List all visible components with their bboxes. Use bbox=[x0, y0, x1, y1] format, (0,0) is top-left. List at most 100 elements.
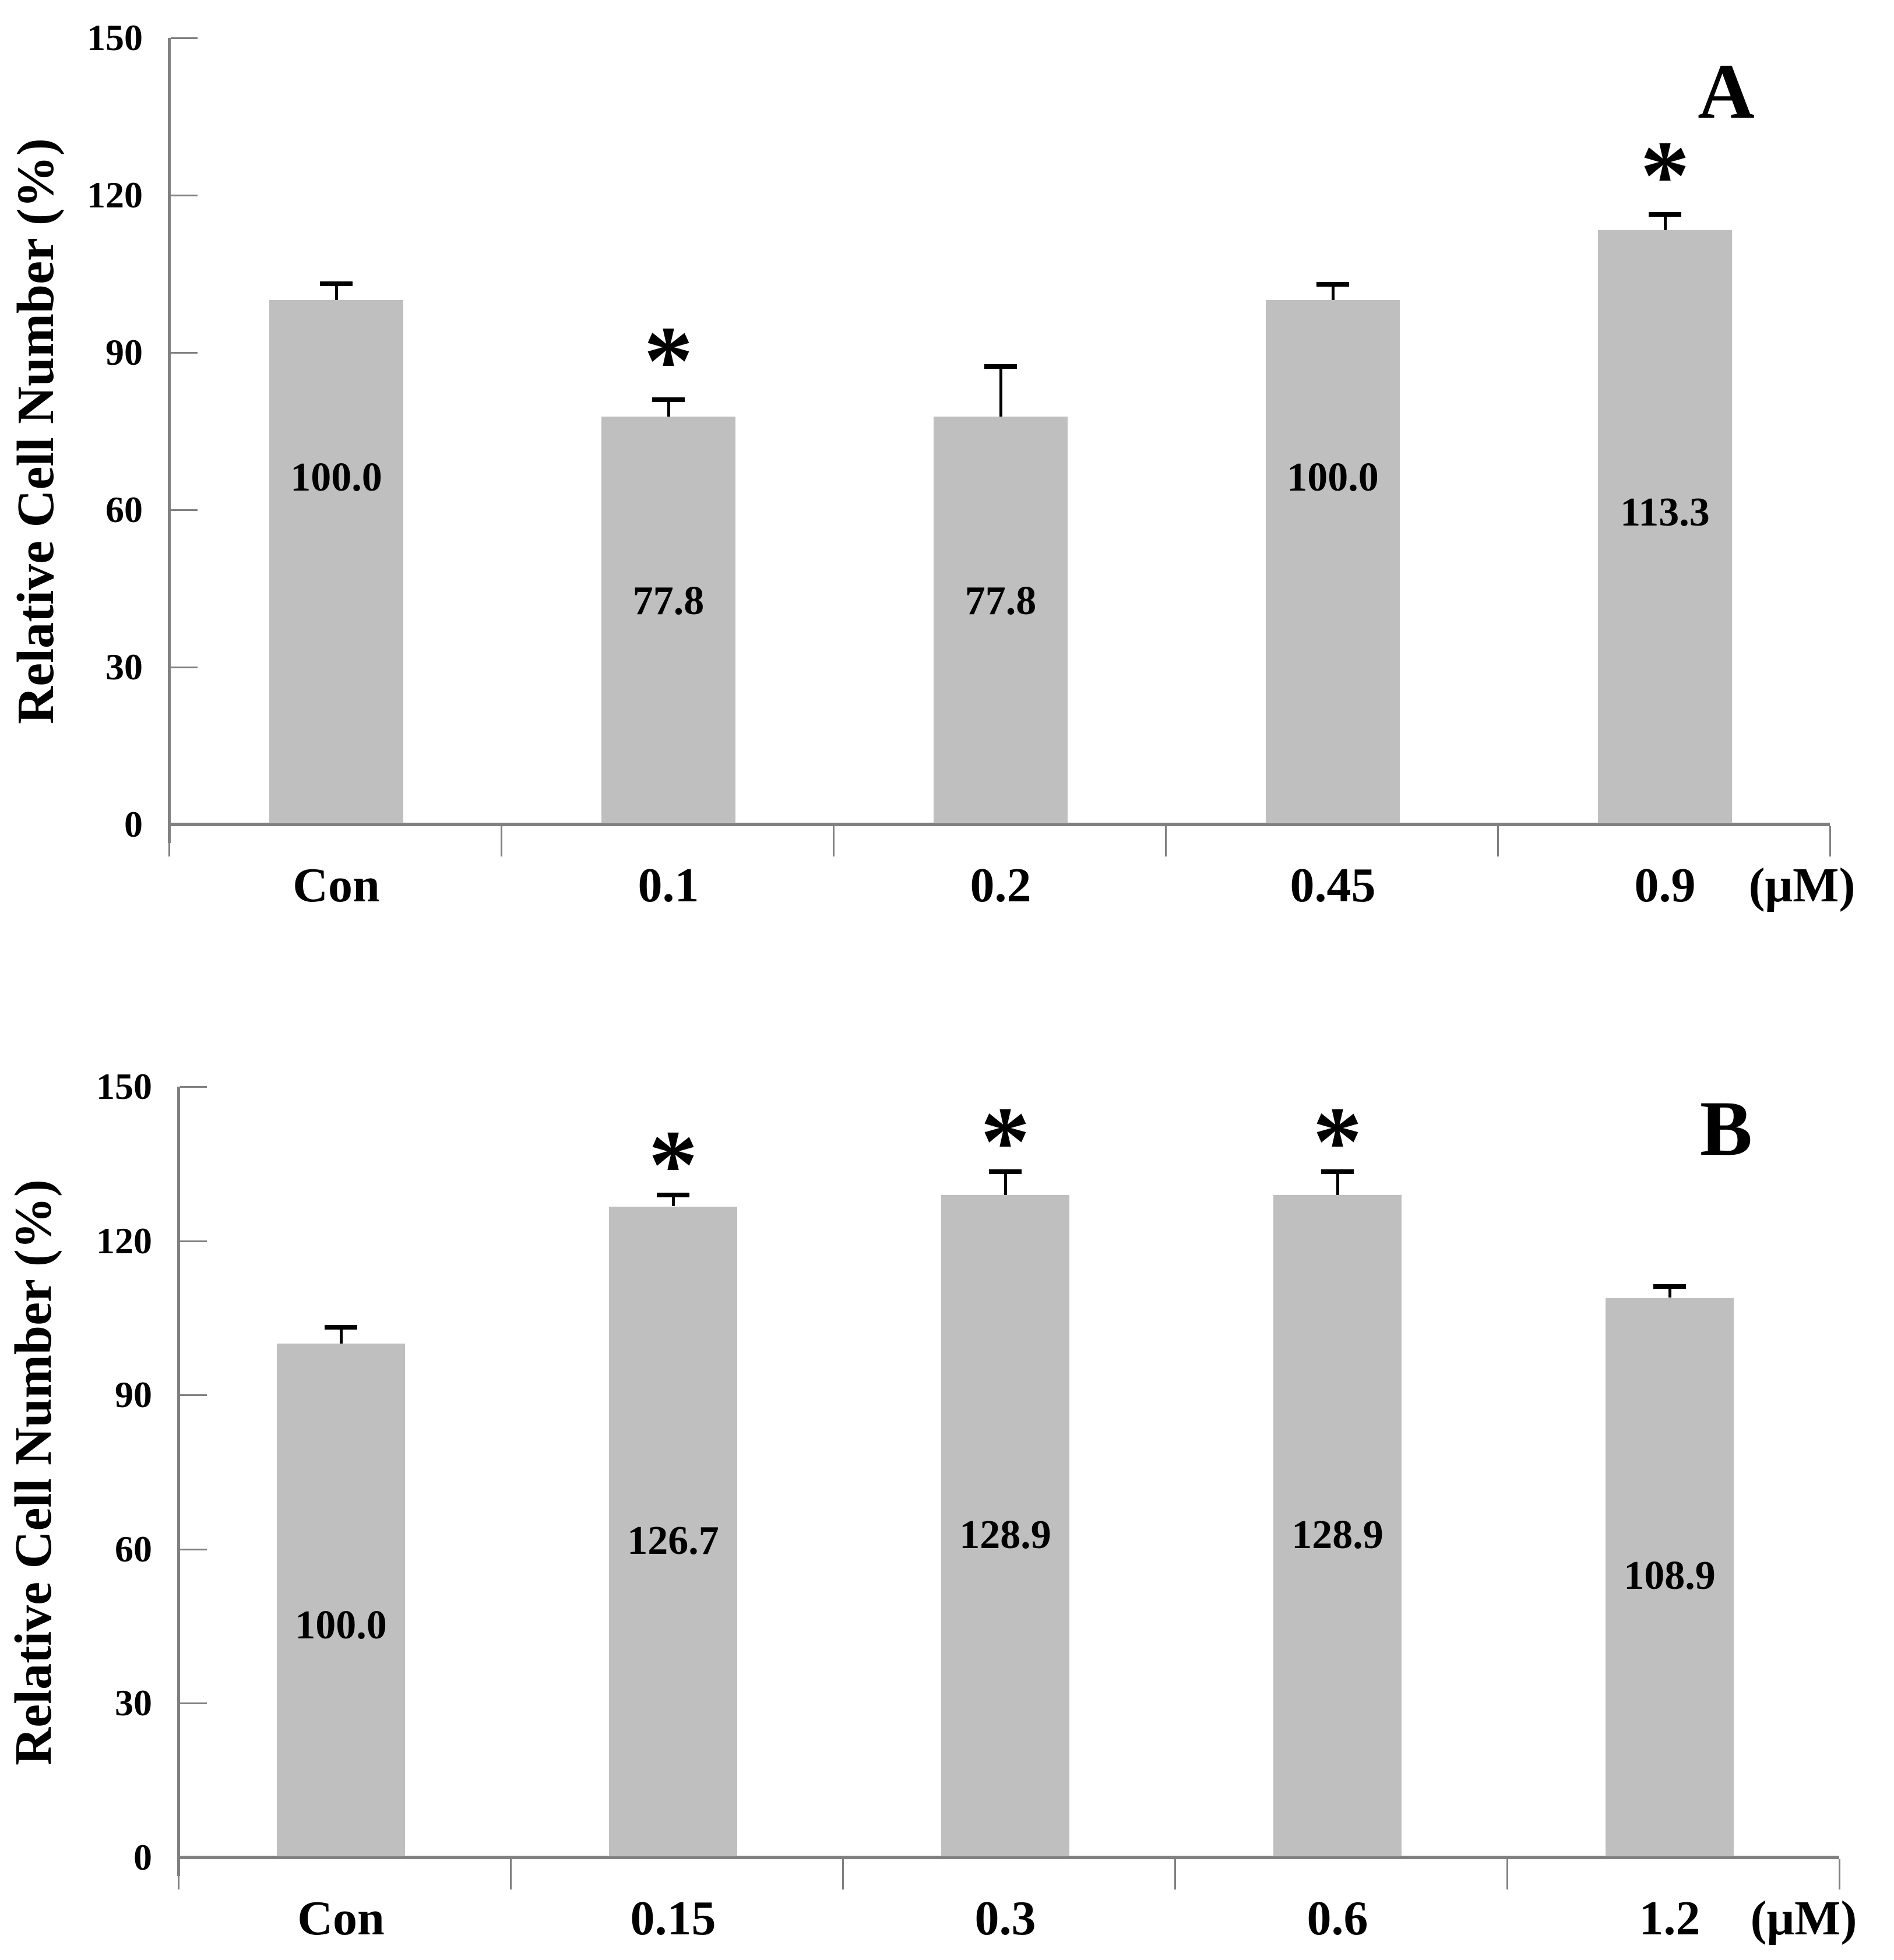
panel-B-bar-0.3 bbox=[941, 1195, 1069, 1856]
panel-B-error-bar-cap bbox=[325, 1324, 357, 1330]
panel-B-bar-value-label: 128.9 bbox=[1291, 1513, 1383, 1557]
panel-A-bar-value-label: 113.3 bbox=[1620, 490, 1710, 535]
panel-B-x-tick bbox=[1839, 1859, 1840, 1890]
panel-B-y-tick-label: 90 bbox=[115, 1374, 152, 1416]
panel-B-error-bar-cap bbox=[1653, 1284, 1686, 1289]
panel-B-y-tick bbox=[180, 1702, 207, 1705]
panel-A-y-tick bbox=[171, 352, 198, 354]
panel-A-x-category-label: 0.45 bbox=[1290, 858, 1376, 912]
panel-A-x-axis bbox=[169, 823, 1830, 826]
panel-A-y-tick-label: 0 bbox=[124, 803, 143, 845]
panel-A-error-bar-cap bbox=[320, 281, 353, 287]
panel-B-error-bar-cap bbox=[1321, 1169, 1354, 1175]
panel-A-x-category-label: Con bbox=[293, 858, 380, 912]
panel-A-y-tick-label: 150 bbox=[87, 17, 143, 58]
panel-A-x-tick bbox=[1829, 826, 1831, 856]
panel-B-error-bar-stem bbox=[1004, 1172, 1007, 1196]
panel-B-y-tick-label: 60 bbox=[115, 1528, 152, 1570]
panel-B-y-tick-label: 150 bbox=[96, 1066, 152, 1107]
panel-A-error-bar-cap bbox=[1649, 212, 1681, 217]
panel-A-x-tick bbox=[501, 826, 502, 856]
panel-A-x-category-label: 0.2 bbox=[970, 858, 1032, 912]
panel-A-bar-value-label: 77.8 bbox=[632, 579, 705, 623]
panel-A-y-tick-label: 90 bbox=[105, 332, 143, 373]
panel-B-letter: B bbox=[1699, 1085, 1753, 1172]
panel-B-error-bar-cap bbox=[989, 1169, 1022, 1175]
panel-B-y-axis bbox=[177, 1087, 180, 1876]
panel-B-y-tick bbox=[180, 1394, 207, 1397]
panel-B-x-axis bbox=[178, 1856, 1839, 1859]
panel-A-bar-0.45 bbox=[1266, 300, 1400, 823]
panel-A-error-bar-stem bbox=[667, 400, 670, 417]
panel-B-bar-value-label: 126.7 bbox=[627, 1518, 719, 1563]
panel-A-error-bar-cap bbox=[1316, 282, 1349, 287]
panel-A-x-unit-label: (μM) bbox=[1748, 858, 1856, 912]
panel-B-error-bar-stem bbox=[1336, 1172, 1339, 1196]
panel-B-bar-value-label: 100.0 bbox=[295, 1603, 387, 1648]
panel-B-bar-0.15 bbox=[609, 1206, 737, 1856]
panel-A-y-axis-title: Relative Cell Number (%) bbox=[7, 138, 65, 724]
panel-B-significance-asterisk: * bbox=[1312, 1087, 1363, 1197]
panel-A-y-tick-label: 120 bbox=[87, 174, 143, 216]
panel-B-x-tick bbox=[842, 1859, 844, 1890]
panel-B-bar-value-label: 108.9 bbox=[1624, 1553, 1716, 1598]
panel-B-bar-0.6 bbox=[1273, 1195, 1402, 1856]
panel-A-y-tick bbox=[171, 667, 198, 668]
panel-A-bar-value-label: 77.8 bbox=[964, 579, 1037, 623]
panel-B-x-tick bbox=[1174, 1859, 1176, 1890]
panel-B-x-category-label: Con bbox=[297, 1891, 385, 1945]
panel-A-error-bar-stem bbox=[335, 284, 338, 300]
panel-B-y-tick bbox=[180, 1548, 207, 1550]
panel-A-error-bar-stem bbox=[1332, 284, 1335, 300]
panel-B-y-tick-label: 120 bbox=[96, 1219, 152, 1261]
panel-A-x-tick bbox=[833, 826, 835, 856]
panel-A-bar-value-label: 100.0 bbox=[1287, 455, 1379, 500]
panel-B-error-bar-stem bbox=[340, 1327, 343, 1344]
panel-B-error-bar-stem bbox=[672, 1195, 675, 1207]
panel-B-error-bar-cap bbox=[657, 1193, 689, 1198]
panel-A-x-tick bbox=[1497, 826, 1499, 856]
panel-A-y-tick-label: 60 bbox=[105, 489, 143, 530]
panel-A-y-tick bbox=[171, 509, 198, 511]
panel-A-bar-value-label: 100.0 bbox=[290, 455, 382, 500]
panel-A-error-bar-stem bbox=[999, 366, 1002, 417]
panel-A-y-tick bbox=[171, 195, 198, 196]
panel-B-y-tick bbox=[180, 1240, 207, 1242]
panel-A-x-tick bbox=[1165, 826, 1167, 856]
panel-A-x-category-label: 0.1 bbox=[638, 858, 699, 912]
panel-A-bar-Con bbox=[269, 300, 403, 823]
panel-A-bar-0.2 bbox=[934, 416, 1068, 823]
panel-A-significance-asterisk: * bbox=[643, 306, 693, 415]
panel-B-x-category-label: 0.15 bbox=[630, 1891, 716, 1945]
panel-A-y-tick-label: 30 bbox=[105, 646, 143, 688]
panel-B-y-tick bbox=[180, 1086, 207, 1088]
panel-A-error-bar-stem bbox=[1664, 214, 1667, 231]
panel-B-error-bar-stem bbox=[1668, 1286, 1671, 1298]
panel-B-bar-Con bbox=[277, 1344, 405, 1856]
panel-B-y-tick-label: 30 bbox=[115, 1682, 152, 1724]
panel-B-x-category-label: 0.3 bbox=[974, 1891, 1036, 1945]
panel-B-y-tick-label: 0 bbox=[133, 1836, 152, 1878]
panel-A-x-category-label: 0.9 bbox=[1634, 858, 1696, 912]
panel-A-error-bar-cap bbox=[984, 364, 1017, 369]
panel-A-significance-asterisk: * bbox=[1640, 121, 1690, 231]
panel-A-bar-0.9 bbox=[1598, 230, 1732, 823]
panel-B-x-category-label: 1.2 bbox=[1639, 1891, 1701, 1945]
panel-A-x-tick bbox=[168, 826, 170, 856]
panel-B-bar-value-label: 128.9 bbox=[959, 1513, 1051, 1557]
panel-B-significance-asterisk: * bbox=[980, 1087, 1030, 1197]
panel-B-x-unit-label: (μM) bbox=[1750, 1891, 1857, 1945]
panel-B-y-axis-title: Relative Cell Number (%) bbox=[5, 1179, 62, 1765]
panel-A-y-tick bbox=[171, 37, 198, 39]
panel-B-x-tick bbox=[1506, 1859, 1508, 1890]
panel-A-bar-0.1 bbox=[601, 416, 735, 823]
panel-B-bar-1.2 bbox=[1606, 1298, 1734, 1856]
panel-A-y-axis bbox=[168, 38, 171, 843]
panel-B-x-category-label: 0.6 bbox=[1307, 1891, 1368, 1945]
panel-B-significance-asterisk: * bbox=[648, 1110, 698, 1220]
panel-B-x-tick bbox=[178, 1859, 179, 1890]
panel-B-x-tick bbox=[510, 1859, 512, 1890]
panel-A-letter: A bbox=[1698, 48, 1755, 135]
panel-A-error-bar-cap bbox=[652, 397, 685, 402]
